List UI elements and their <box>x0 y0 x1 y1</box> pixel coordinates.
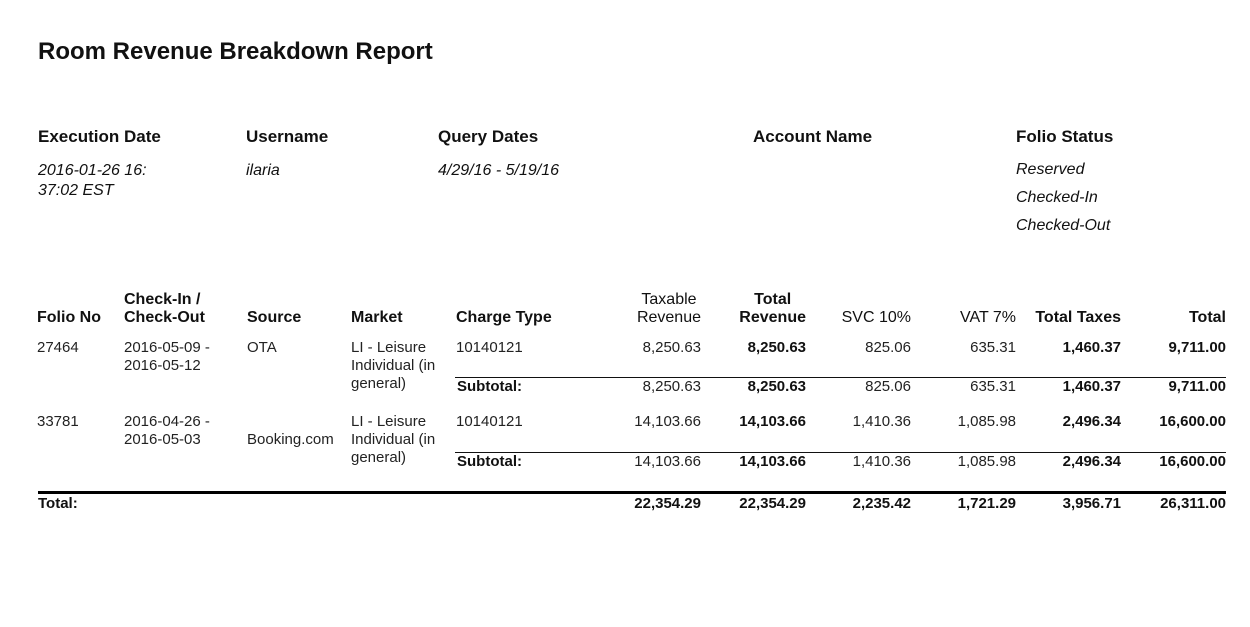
execution-date-line1: 2016-01-26 16: <box>38 162 147 179</box>
col-taxable-line1: Taxable <box>641 291 697 308</box>
subtotal-divider <box>455 377 1226 378</box>
subtotal-total-revenue: 14,103.66 <box>739 453 806 470</box>
col-source: Source <box>247 309 302 326</box>
stay-dates-line1: 2016-05-09 - <box>124 339 210 356</box>
market: LI - Leisure Individual (in general) <box>351 339 435 393</box>
total-taxes: 1,460.37 <box>1062 339 1121 356</box>
subtotal-vat: 1,085.98 <box>957 453 1016 470</box>
stay-dates: 2016-04-26 - 2016-05-03 <box>124 413 210 449</box>
market: LI - Leisure Individual (in general) <box>351 413 435 467</box>
col-market: Market <box>351 309 403 326</box>
stay-dates-line2: 2016-05-12 <box>124 357 201 374</box>
col-checkin-line1: Check-In / <box>124 291 201 308</box>
folio-status-checked-out: Checked-Out <box>1016 217 1111 234</box>
subtotal-total-revenue: 8,250.63 <box>747 378 806 395</box>
grand-total-total-revenue: 22,354.29 <box>739 495 806 512</box>
stay-dates: 2016-05-09 - 2016-05-12 <box>124 339 210 375</box>
col-total: Total <box>1188 309 1226 326</box>
taxable-revenue: 8,250.63 <box>642 339 701 356</box>
account-name-label: Account Name <box>753 127 873 146</box>
market-line2: Individual (in <box>351 431 436 448</box>
total-revenue: 14,103.66 <box>739 413 806 430</box>
subtotal-vat: 635.31 <box>970 378 1016 395</box>
market-line1: LI - Leisure <box>351 339 427 356</box>
username-label: Username <box>246 127 329 146</box>
stay-dates-line2: 2016-05-03 <box>124 431 201 448</box>
subtotal-total-taxes: 2,496.34 <box>1062 453 1121 470</box>
charge-type: 10140121 <box>456 413 523 430</box>
report-title: Room Revenue Breakdown Report <box>38 38 433 65</box>
col-vat: VAT 7% <box>959 309 1016 326</box>
grand-total-taxable: 22,354.29 <box>634 495 701 512</box>
subtotal-taxable: 8,250.63 <box>642 378 701 395</box>
grand-total-svc: 2,235.42 <box>852 495 911 512</box>
col-svc: SVC 10% <box>841 309 911 326</box>
col-taxable-line2: Revenue <box>636 309 701 326</box>
grand-total-divider <box>38 491 1226 494</box>
folio-status-label: Folio Status <box>1016 127 1114 146</box>
col-total-taxes: Total Taxes <box>1035 309 1121 326</box>
subtotal-svc: 825.06 <box>865 378 911 395</box>
query-dates-label: Query Dates <box>438 127 539 146</box>
source: Booking.com <box>247 431 334 448</box>
col-taxable-revenue: Taxable Revenue <box>637 291 701 327</box>
col-checkin-line2: Check-Out <box>124 309 205 326</box>
svc-amount: 825.06 <box>865 339 911 356</box>
market-line3: general) <box>351 375 407 392</box>
folio-status-checked-in: Checked-In <box>1016 189 1098 206</box>
username-value: ilaria <box>246 162 280 179</box>
col-charge-type: Charge Type <box>456 309 552 326</box>
col-checkin-checkout: Check-In / Check-Out <box>124 291 205 327</box>
total-taxes: 2,496.34 <box>1062 413 1121 430</box>
subtotal-label: Subtotal: <box>457 378 522 395</box>
grand-total-vat: 1,721.29 <box>957 495 1016 512</box>
charge-type: 10140121 <box>456 339 523 356</box>
col-total-rev-line1: Total <box>754 291 792 308</box>
col-folio-no: Folio No <box>37 309 101 326</box>
query-dates-value: 4/29/16 - 5/19/16 <box>438 162 559 179</box>
subtotal-label: Subtotal: <box>457 453 522 470</box>
col-total-rev-line2: Revenue <box>739 309 806 326</box>
execution-date-label: Execution Date <box>38 127 161 146</box>
row-total: 9,711.00 <box>1168 339 1226 356</box>
market-line2: Individual (in <box>351 357 436 374</box>
execution-date-value: 2016-01-26 16: 37:02 EST <box>38 161 147 201</box>
market-line1: LI - Leisure <box>351 413 427 430</box>
grand-total-total-taxes: 3,956.71 <box>1062 495 1121 512</box>
execution-date-line2: 37:02 EST <box>38 182 114 199</box>
subtotal-taxable: 14,103.66 <box>634 453 701 470</box>
folio-no: 27464 <box>37 339 79 356</box>
subtotal-total-taxes: 1,460.37 <box>1062 378 1121 395</box>
subtotal-total: 16,600.00 <box>1159 453 1226 470</box>
total-revenue: 8,250.63 <box>747 339 806 356</box>
subtotal-divider <box>455 452 1226 453</box>
vat-amount: 1,085.98 <box>957 413 1016 430</box>
vat-amount: 635.31 <box>970 339 1016 356</box>
col-total-revenue: Total Revenue <box>739 291 806 327</box>
subtotal-svc: 1,410.36 <box>852 453 911 470</box>
grand-total-label: Total: <box>38 495 78 512</box>
stay-dates-line1: 2016-04-26 - <box>124 413 210 430</box>
subtotal-total: 9,711.00 <box>1168 378 1226 395</box>
market-line3: general) <box>351 449 407 466</box>
row-total: 16,600.00 <box>1159 413 1226 430</box>
svc-amount: 1,410.36 <box>852 413 911 430</box>
source: OTA <box>247 339 277 356</box>
grand-total-total: 26,311.00 <box>1160 495 1226 512</box>
folio-no: 33781 <box>37 413 79 430</box>
taxable-revenue: 14,103.66 <box>634 413 701 430</box>
folio-status-reserved: Reserved <box>1016 161 1085 178</box>
